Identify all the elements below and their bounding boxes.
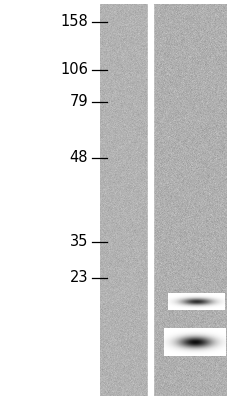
- Text: 35: 35: [69, 234, 88, 250]
- Text: 158: 158: [60, 14, 88, 30]
- Text: 48: 48: [69, 150, 88, 166]
- Bar: [147, 4, 152, 396]
- Text: 79: 79: [69, 94, 88, 110]
- Text: 106: 106: [60, 62, 88, 78]
- Text: 23: 23: [69, 270, 88, 286]
